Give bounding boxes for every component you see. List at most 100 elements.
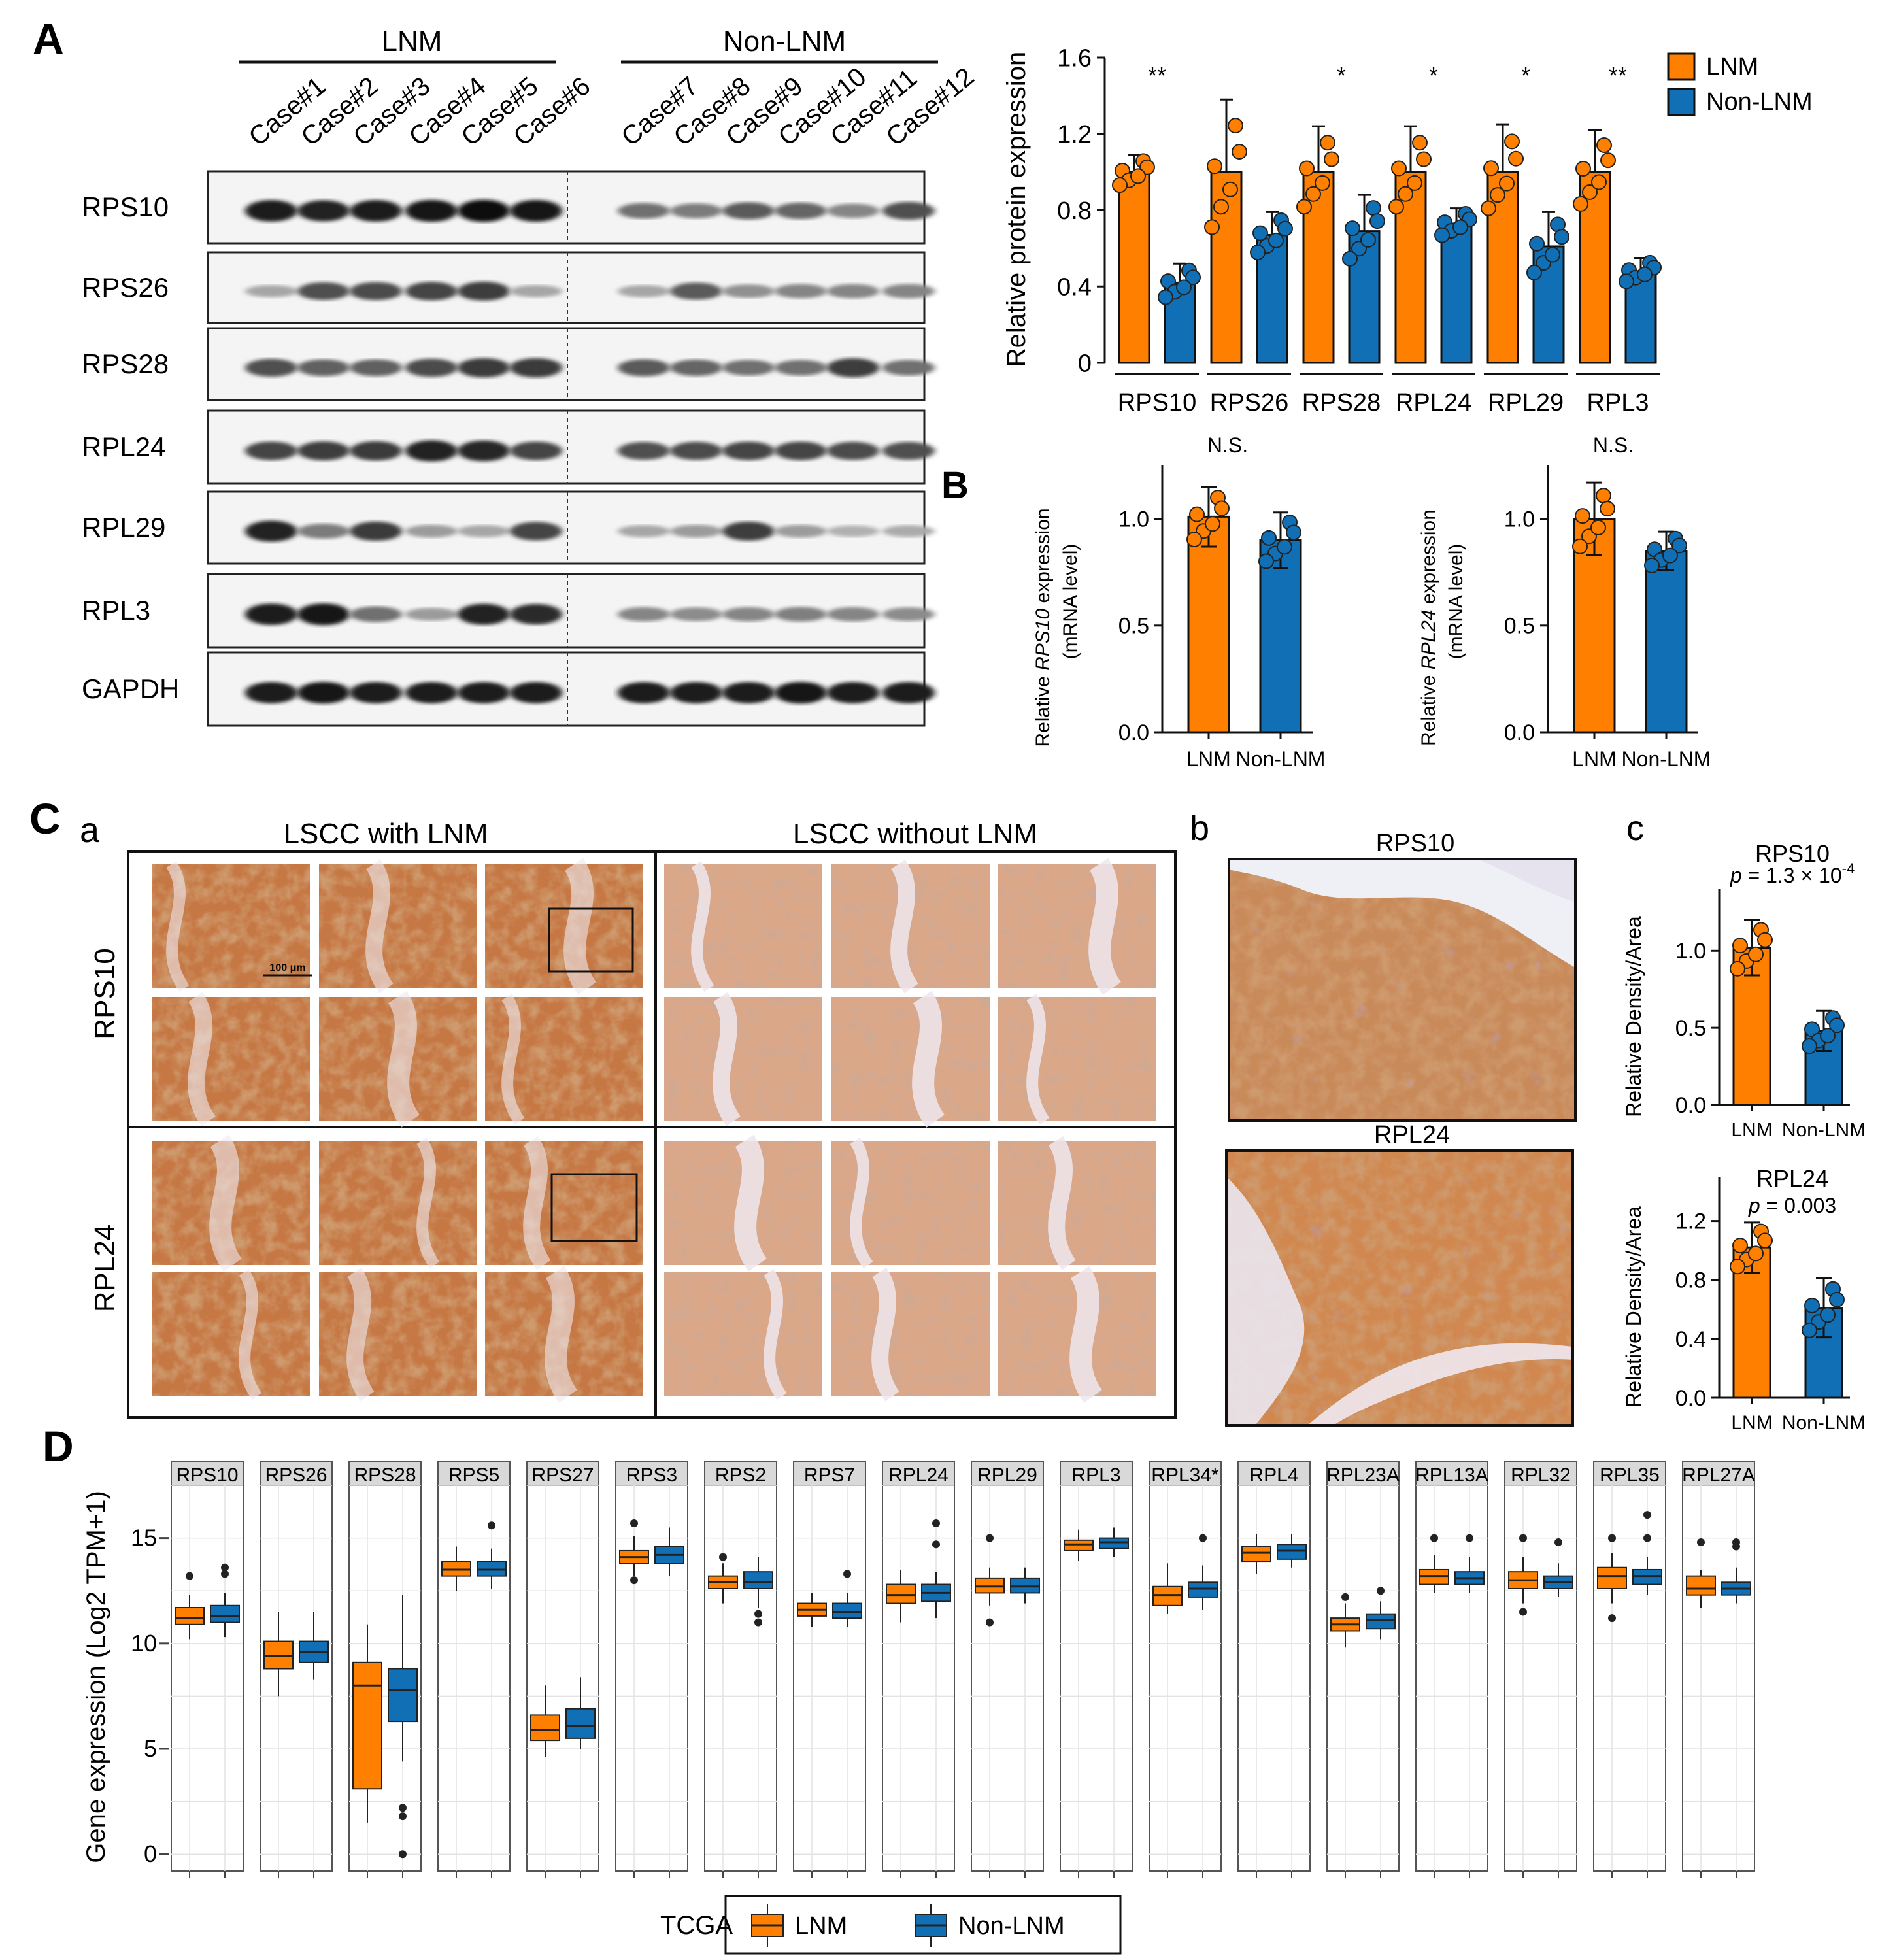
chart-a-point bbox=[1600, 152, 1616, 169]
chart-a-point bbox=[1366, 200, 1381, 216]
ihc-tile-stroma bbox=[871, 1267, 899, 1402]
chartC1-point bbox=[1802, 1038, 1817, 1055]
chart-a-point bbox=[1391, 160, 1407, 177]
chartB1-point bbox=[1214, 500, 1230, 516]
wb-band bbox=[405, 524, 458, 538]
chart-a-point bbox=[1185, 269, 1201, 286]
wb-band bbox=[618, 525, 670, 537]
chart-d-panel bbox=[437, 1485, 511, 1872]
wb-band bbox=[510, 603, 562, 625]
chart-d-facet-strip bbox=[1237, 1461, 1311, 1486]
chartC2-pvalue-p: p bbox=[1748, 1194, 1760, 1217]
wb-band bbox=[350, 359, 402, 377]
chartC1-point bbox=[1732, 938, 1748, 954]
wb-band bbox=[722, 521, 775, 541]
wb-band bbox=[297, 524, 350, 539]
chart-a-legend-label: LNM bbox=[1706, 53, 1758, 80]
chart-d-box bbox=[530, 1714, 560, 1742]
chartC2-y-tick-label: 1.2 bbox=[1675, 1209, 1706, 1234]
chart-a-point bbox=[1207, 158, 1222, 175]
chart-a-point bbox=[1345, 220, 1360, 237]
chartC2-ylabel: Relative Density/Area bbox=[1622, 1206, 1645, 1408]
ihc-tile-texture bbox=[664, 1272, 822, 1396]
chart-a-point bbox=[1483, 160, 1499, 177]
ihc-zoom-panels: RPS10 RPL24 bbox=[1225, 830, 1577, 1427]
chart-d-outlier bbox=[1608, 1534, 1616, 1542]
chart-d-outlier bbox=[1430, 1534, 1438, 1542]
ihc-tile-stroma bbox=[416, 1138, 440, 1269]
chart-a-point bbox=[1407, 175, 1422, 191]
chart-d-tick-label: 0 bbox=[144, 1840, 157, 1867]
wb-row-label: RPS26 bbox=[82, 272, 169, 303]
chart-d-outlier bbox=[754, 1610, 762, 1618]
chartC2-category-label: LNM bbox=[1731, 1412, 1772, 1434]
wb-band bbox=[722, 607, 775, 622]
ihc-tile-texture bbox=[664, 997, 822, 1121]
chart-a-point bbox=[1619, 273, 1634, 290]
chartB1-ylabel: Relative RPS10 expression bbox=[1032, 508, 1054, 747]
chart-a-point bbox=[1342, 250, 1358, 267]
ihc-row-label-rps10: RPS10 bbox=[89, 948, 121, 1039]
chartB2-point bbox=[1662, 547, 1678, 564]
chart-a-legend-label: Non-LNM bbox=[1706, 88, 1813, 116]
wb-band bbox=[882, 607, 935, 622]
ihc-tile-texture bbox=[664, 864, 822, 988]
chartB1-point bbox=[1186, 532, 1202, 548]
chart-d-box bbox=[441, 1561, 471, 1577]
ihc-outer-frame bbox=[127, 850, 1177, 1419]
chartC1-point bbox=[1748, 946, 1764, 962]
chart-d-outlier bbox=[1466, 1534, 1473, 1542]
ihc-tile-texture bbox=[152, 1272, 310, 1396]
wb-band bbox=[618, 203, 670, 219]
chartB2-point bbox=[1600, 501, 1615, 517]
wb-band bbox=[458, 525, 510, 537]
chartC1-ylabel: Relative Density/Area bbox=[1622, 916, 1645, 1117]
ihc-tile-stroma bbox=[1026, 994, 1050, 1125]
chart-a-significance: ** bbox=[1609, 62, 1627, 89]
chart-d-panel bbox=[526, 1485, 599, 1872]
wb-band bbox=[775, 607, 827, 622]
wb-band bbox=[458, 199, 510, 222]
wb-band bbox=[882, 682, 935, 704]
chart-d-panel bbox=[171, 1485, 244, 1872]
panel-letter-b: B bbox=[941, 464, 969, 507]
chart-d-panel bbox=[1415, 1485, 1488, 1872]
ihc-tile-texture bbox=[152, 997, 310, 1121]
chartC1-point bbox=[1820, 1028, 1836, 1044]
wb-band bbox=[670, 359, 722, 377]
chartB1-y-tick-label: 0.5 bbox=[1118, 614, 1149, 639]
chartB1-category-label: LNM bbox=[1186, 747, 1231, 771]
wb-band bbox=[245, 358, 297, 377]
chart-a-point bbox=[1112, 177, 1128, 194]
chartC1-point bbox=[1829, 1017, 1845, 1034]
chart-d-facet-label: RPL34* bbox=[1151, 1464, 1219, 1486]
chart-a-point bbox=[1529, 235, 1545, 252]
western-blot: LNM Non-LNM Case#1Case#2Case#3Case#4Case… bbox=[82, 25, 979, 727]
chartC2-point bbox=[1804, 1297, 1820, 1313]
chart-d-outlier bbox=[986, 1618, 994, 1627]
wb-band bbox=[618, 359, 670, 377]
ihc-scale-bar-label: 100 μm bbox=[269, 962, 305, 973]
chartC1-point bbox=[1730, 960, 1745, 977]
ihc-tile-stroma bbox=[365, 859, 394, 994]
chart-d-panel bbox=[1504, 1485, 1577, 1872]
ihc-tile-stroma bbox=[523, 1136, 551, 1270]
chart-d-facet-strip bbox=[1415, 1461, 1488, 1486]
chart-d-box bbox=[1241, 1546, 1271, 1563]
chart-a-point bbox=[1324, 151, 1339, 167]
ihc-tile-stroma bbox=[850, 1138, 873, 1269]
chart-a-point bbox=[1452, 219, 1468, 235]
chart-a-point bbox=[1481, 200, 1496, 216]
wb-band bbox=[350, 521, 402, 541]
chart-d-tick-label: 15 bbox=[131, 1525, 157, 1551]
ihc-tile-stroma bbox=[346, 1267, 375, 1402]
chartC2-y-tick-label: 0.0 bbox=[1675, 1386, 1706, 1411]
chart-a-legend-swatch bbox=[1667, 88, 1696, 116]
chart-d-box bbox=[1188, 1581, 1218, 1598]
chart-d-facet-label: RPL27A bbox=[1682, 1464, 1755, 1486]
chart-d-facet-label: RPS5 bbox=[448, 1464, 499, 1486]
wb-band bbox=[245, 682, 297, 704]
chartC2-pvalue: p = 0.003 bbox=[1748, 1194, 1836, 1217]
ihc-tile-texture bbox=[998, 864, 1156, 988]
ihc-tile-stroma bbox=[1048, 1136, 1076, 1270]
